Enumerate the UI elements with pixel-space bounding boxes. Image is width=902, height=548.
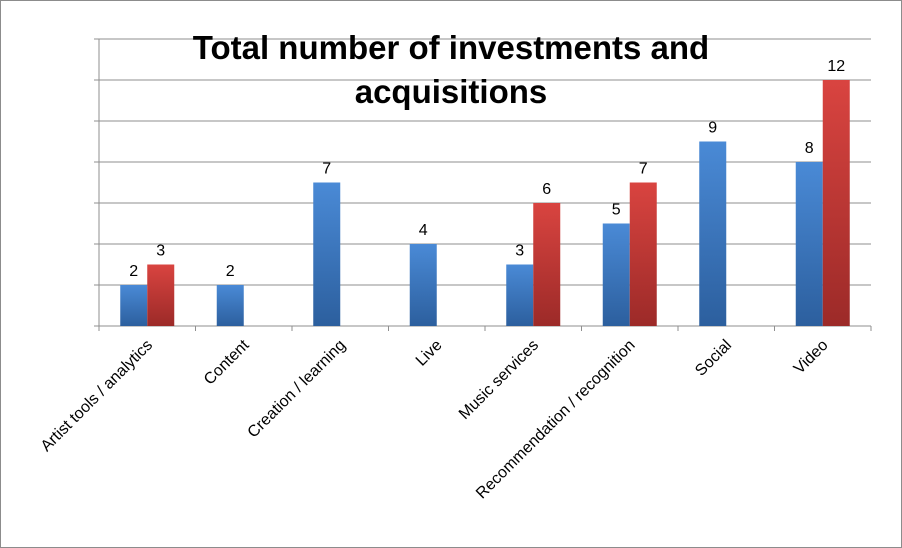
bar-series-1-4 xyxy=(506,264,534,326)
bar-series-2-5 xyxy=(629,182,657,326)
bar-series-1-2 xyxy=(313,182,341,326)
data-label-series-2-7: 12 xyxy=(827,58,845,75)
x-tick-label-2: Creation / learning xyxy=(245,337,349,441)
chart-title-line-2: acquisitions xyxy=(355,73,548,110)
data-label-series-1-2: 7 xyxy=(322,161,331,178)
x-tick-label-4: Music services xyxy=(456,337,542,423)
bar-series-1-7 xyxy=(795,162,823,326)
gridlines xyxy=(94,38,871,286)
data-label-series-1-3: 4 xyxy=(419,222,428,239)
bar-series-1-0 xyxy=(120,285,148,326)
bars xyxy=(120,80,850,326)
data-labels: 2 3 2 7 4 3 6 5 7 9 8 12 xyxy=(129,58,845,280)
x-tick-label-6: Social xyxy=(692,337,735,380)
data-label-series-1-4: 3 xyxy=(515,243,524,260)
x-tick-label-7: Video xyxy=(791,337,832,378)
data-label-series-2-4: 6 xyxy=(542,181,551,198)
x-tick-labels: Artist tools / analytics ContentCreation … xyxy=(38,336,832,502)
data-label-series-1-7: 8 xyxy=(805,140,814,157)
bar-series-1-3 xyxy=(409,244,437,326)
bar-series-1-5 xyxy=(602,223,630,326)
data-label-series-1-5: 5 xyxy=(612,202,621,219)
bar-series-2-0 xyxy=(147,264,175,326)
x-tick-label-1: Content xyxy=(201,336,253,388)
data-label-series-2-0: 3 xyxy=(156,243,165,260)
x-tick-label-5: Recommendation / recognition xyxy=(473,337,638,502)
data-label-series-1-6: 9 xyxy=(708,120,717,137)
data-label-series-1-1: 2 xyxy=(226,263,235,280)
bar-series-2-4 xyxy=(533,203,561,326)
data-label-series-2-5: 7 xyxy=(639,161,648,178)
bar-series-1-1 xyxy=(216,285,244,326)
data-label-series-1-0: 2 xyxy=(129,263,138,280)
bar-series-2-7 xyxy=(822,80,850,326)
bar-series-1-6 xyxy=(699,141,727,326)
x-tick-label-3: Live xyxy=(413,337,446,370)
chart-title-line-1: Total number of investments and xyxy=(193,29,709,66)
x-tick-label-0: Artist tools / analytics xyxy=(38,337,156,455)
